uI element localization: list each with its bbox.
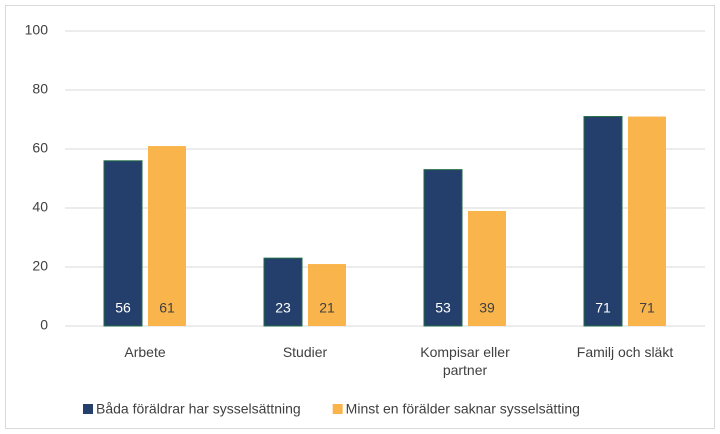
legend-swatch <box>332 404 343 414</box>
data-label: 39 <box>479 300 495 316</box>
data-label: 61 <box>159 300 175 316</box>
data-label: 21 <box>319 300 335 316</box>
data-label: 56 <box>115 300 131 316</box>
bar <box>148 146 186 326</box>
x-tick-label: Arbete <box>124 344 166 360</box>
bar <box>468 210 506 326</box>
bar <box>308 264 346 326</box>
bar <box>423 169 463 327</box>
data-label: 23 <box>275 300 291 316</box>
y-tick-label: 100 <box>25 22 49 38</box>
x-tick-label: Kompisar eller partner <box>420 344 510 378</box>
bar <box>103 160 143 327</box>
data-label: 53 <box>435 300 451 316</box>
x-tick-label: Familj och släkt <box>576 344 674 360</box>
y-tick-label: 20 <box>32 258 48 274</box>
legend-label: Minst en förälder saknar sysselsätting <box>346 401 580 417</box>
bar <box>628 116 666 326</box>
data-label: 71 <box>595 300 611 316</box>
y-tick-label: 0 <box>40 317 48 333</box>
bar <box>263 257 303 327</box>
legend-swatch <box>83 404 93 414</box>
legend-label: Båda föräldrar har sysselsättning <box>96 401 301 417</box>
y-tick-label: 80 <box>32 81 48 97</box>
x-tick-label: Studier <box>282 344 328 360</box>
y-tick-label: 40 <box>32 199 48 215</box>
data-label: 71 <box>639 300 655 316</box>
y-tick-label: 60 <box>32 140 48 156</box>
bar <box>583 116 623 327</box>
